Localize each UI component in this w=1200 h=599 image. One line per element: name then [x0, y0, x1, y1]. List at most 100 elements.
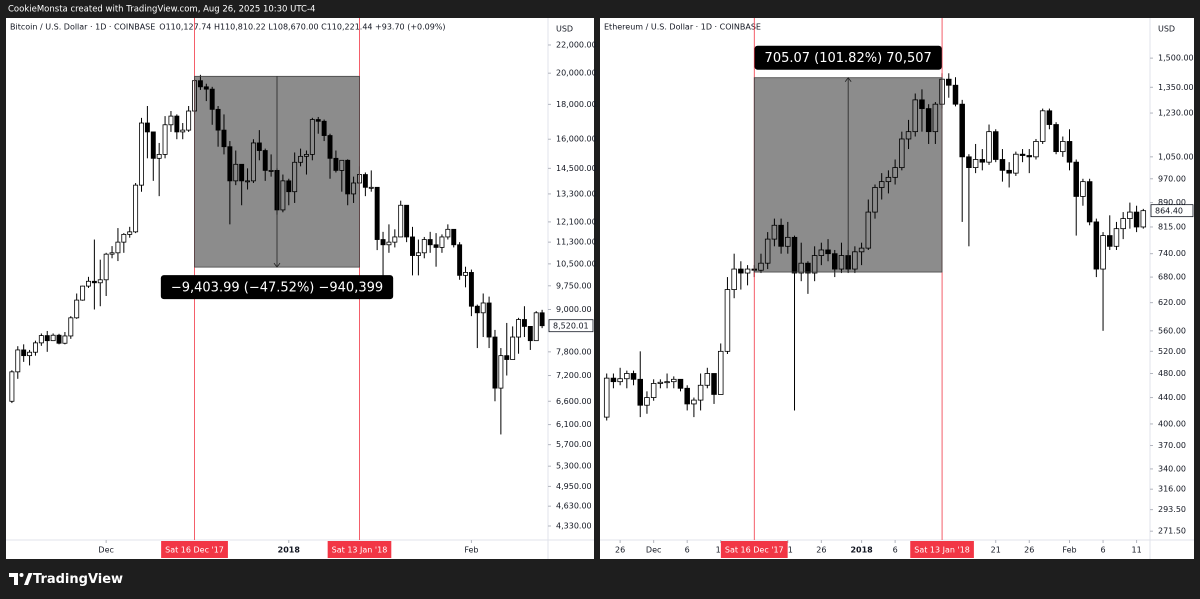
candle-body: [298, 155, 304, 163]
candle-body: [351, 182, 357, 195]
candle-body: [180, 129, 186, 133]
candle-body: [624, 373, 630, 380]
candle-body: [439, 236, 445, 248]
candle-body: [333, 157, 339, 171]
candle-body: [704, 373, 711, 386]
candle-body: [280, 180, 286, 211]
candle-body: [1006, 169, 1012, 174]
x-tick-label: 21: [783, 546, 793, 555]
candle-body: [115, 241, 121, 254]
x-tick-label: Dec: [646, 546, 661, 555]
candle-body: [764, 238, 771, 264]
y-tick-label: 9,750.00: [556, 281, 592, 290]
y-tick-label: 12,100.00: [556, 217, 597, 226]
candle-body: [480, 302, 486, 314]
candle-body: [262, 150, 268, 171]
candle-body: [1060, 141, 1066, 153]
x-tick-label: 6: [893, 546, 898, 555]
candle-body: [156, 153, 162, 159]
candle-body: [744, 268, 751, 274]
candle-body: [203, 86, 209, 90]
candle-body: [139, 122, 144, 186]
candle-body: [650, 383, 657, 398]
date-label-box: [161, 541, 228, 558]
candle-body: [445, 228, 451, 238]
candle-body: [724, 289, 731, 352]
candle-body: [86, 280, 91, 287]
candle-body: [56, 334, 62, 344]
x-tick-label: 6: [685, 546, 690, 555]
candle-body: [959, 103, 965, 158]
candle-body: [852, 251, 858, 270]
candle-body: [362, 174, 368, 188]
candle-body: [691, 399, 697, 405]
y-tick-label: 680.00: [1158, 273, 1186, 282]
y-tick-label: 20,000.00: [556, 69, 597, 78]
candle-body: [979, 159, 986, 163]
y-tick-label: 10,500.00: [556, 259, 597, 268]
date-label: Sat 16 Dec '17: [165, 546, 224, 555]
candle-body: [637, 378, 643, 406]
candle-body: [986, 131, 992, 163]
y-tick-label: 14,500.00: [556, 164, 597, 173]
measure-label: 705.07 (101.82%) 70,507: [765, 51, 932, 66]
candle-body: [392, 236, 398, 243]
candle-body: [68, 317, 74, 337]
y-tick-label: 16,000.00: [556, 135, 597, 144]
y-tick-label: 1,050.00: [1158, 152, 1194, 161]
y-tick-label: 7,200.00: [556, 371, 592, 380]
candle-body: [504, 355, 510, 360]
candle-body: [711, 373, 717, 395]
candle-body: [109, 252, 115, 255]
candle-body: [1120, 218, 1126, 230]
price-tag-label: 8,520.01: [553, 322, 589, 331]
candle-body: [664, 381, 670, 384]
candle-body: [21, 349, 27, 357]
candle-body: [798, 262, 804, 274]
candle-body: [832, 253, 838, 270]
candle-body: [717, 350, 724, 395]
candle-body: [539, 312, 545, 327]
candle-body: [398, 204, 404, 238]
y-tick-label: 5,700.00: [556, 440, 592, 449]
candle-body: [1033, 141, 1039, 158]
candle-body: [9, 371, 15, 402]
candle-body: [697, 384, 704, 401]
candle-body: [227, 146, 233, 182]
x-tick-label: 2018: [850, 546, 873, 555]
candle-body: [684, 387, 690, 405]
measure-label: −9,403.99 (−47.52%) −940,399: [171, 281, 383, 296]
candle-body: [162, 124, 168, 155]
candle-body: [27, 351, 33, 357]
x-tick-label: 2018: [278, 546, 301, 555]
y-tick-label: 560.00: [1158, 326, 1186, 335]
candle-body: [1039, 110, 1046, 142]
candle-body: [858, 247, 865, 253]
candle-body: [492, 336, 498, 389]
candle-body: [731, 268, 737, 290]
y-tick-label: 370.00: [1158, 441, 1186, 450]
candle-body: [457, 244, 463, 276]
logo-mark: [19, 573, 24, 577]
date-label-box: [327, 541, 392, 558]
candle-body: [239, 163, 245, 182]
x-tick-label: Feb: [1062, 546, 1076, 555]
candle-body: [127, 231, 133, 235]
candle-body: [1127, 211, 1133, 219]
brand: TradingView: [33, 572, 123, 587]
candle-body: [103, 253, 109, 281]
date-label-box: [720, 541, 788, 558]
candle-body: [339, 159, 345, 171]
candle-body: [433, 244, 439, 248]
x-tick-label: 21: [991, 546, 1001, 555]
candle-body: [221, 129, 227, 148]
price-tag: [1150, 204, 1194, 218]
candle-body: [256, 142, 262, 151]
candle-body: [657, 381, 664, 384]
chart: Bitcoin / U.S. Dollar · 1D · COINBASE O11…: [6, 18, 597, 559]
candle-body: [133, 184, 139, 233]
x-tick-label: 26: [1024, 546, 1034, 555]
candle-body: [952, 84, 959, 105]
y-tick-label: 22,000.00: [556, 40, 597, 49]
y-tick-label: 890.00: [1158, 198, 1186, 207]
